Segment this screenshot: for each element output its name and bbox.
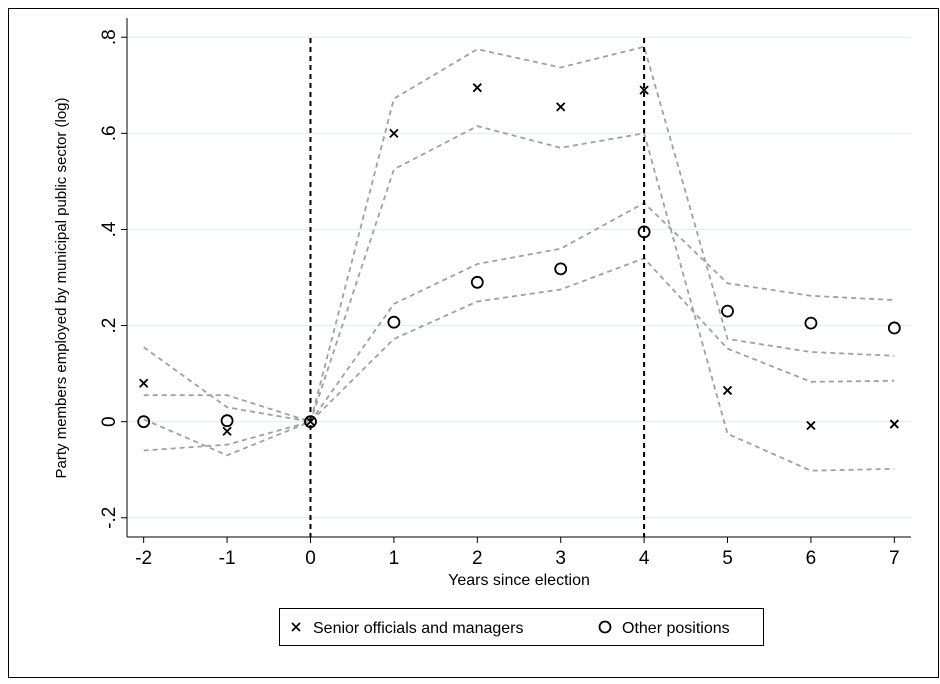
point-series-0-x1 (389, 128, 399, 138)
figure-frame (8, 8, 939, 678)
legend-x-marker-stroke-b (291, 622, 301, 632)
axes-layer: -.2 0 .2 .4 .6 .8 -2 -1 0 1 2 3 4 5 6 7 (99, 18, 911, 569)
point-series-0-xm2-stroke-b (139, 378, 149, 388)
marker-layer (137, 83, 901, 436)
y-tick-label-5: .8 (99, 29, 120, 45)
ci-lower-series-1 (143, 257, 895, 452)
grid-layer (127, 36, 911, 519)
legend-marker-circle (598, 620, 612, 634)
point-series-0-x6-stroke-b (806, 420, 816, 431)
point-series-0-x7-stroke-b (889, 419, 899, 429)
ci-layer (143, 45, 895, 472)
point-series-1-x7 (887, 321, 901, 335)
x-tick-label-5: 3 (555, 548, 566, 569)
legend-marker-x (291, 622, 301, 632)
point-series-0-xm2 (139, 378, 149, 388)
ci-upper-series-1 (143, 201, 895, 423)
point-series-1-x6 (804, 316, 818, 330)
legend-label-other-positions: Other positions (622, 620, 730, 637)
y-tick-label-3: .4 (99, 221, 120, 237)
x-axis-label: Years since election (448, 572, 590, 589)
point-series-0-x2 (472, 83, 482, 93)
ci-upper-series-0 (143, 45, 895, 423)
point-series-0-x1-stroke-b (389, 128, 399, 138)
x-tick-label-7: 5 (722, 548, 733, 569)
x-tick-label-0: -2 (135, 548, 152, 569)
x-tick-label-1: -1 (219, 548, 236, 569)
legend-circle-marker (598, 620, 612, 634)
y-tick-label-0: -.2 (99, 507, 120, 529)
y-tick-label-1: 0 (99, 416, 120, 427)
x-tick-label-9: 7 (889, 548, 900, 569)
point-series-1-x2 (470, 275, 484, 289)
ci-lower-series-0 (143, 125, 895, 472)
legend-x-marker (291, 622, 301, 632)
point-series-1-xm2 (137, 415, 151, 429)
legend-item-senior-officials: Senior officials and managers (291, 620, 524, 637)
point-series-1-x1 (387, 315, 401, 329)
y-tick-label-2: .2 (99, 318, 120, 334)
legend-item-other-positions: Other positions (598, 620, 730, 637)
point-series-0-x6 (806, 420, 816, 431)
point-series-0-x2-stroke-b (472, 83, 482, 93)
point-series-1-x5 (721, 304, 734, 318)
x-tick-label-4: 2 (472, 548, 483, 569)
x-tick-label-6: 4 (639, 548, 650, 569)
point-series-0-x4 (639, 85, 649, 95)
point-series-0-xm1-stroke-b (222, 426, 232, 436)
y-axis-label: Party members employed by municipal publ… (53, 98, 70, 479)
point-series-1-x3 (554, 262, 568, 276)
x-tick-label-3: 1 (389, 548, 400, 569)
point-series-0-xm1 (222, 426, 232, 436)
point-series-1-x0 (304, 415, 317, 429)
legend-label-senior-officials: Senior officials and managers (313, 620, 524, 637)
point-series-0-x5-stroke-b (722, 385, 733, 396)
point-series-1-xm1 (220, 414, 234, 428)
point-series-0-x4-stroke-b (639, 85, 649, 95)
point-series-0-x7 (889, 419, 899, 429)
x-tick-label-2: 0 (305, 548, 316, 569)
point-series-0-x0-stroke-b (305, 417, 316, 427)
point-series-1-x4 (637, 225, 651, 239)
x-tick-label-8: 6 (806, 548, 817, 569)
point-series-0-x5 (722, 385, 733, 396)
y-tick-label-4: .6 (99, 125, 120, 141)
point-series-0-x0 (305, 417, 316, 427)
point-series-0-x3 (556, 102, 566, 112)
legend: Senior officials and managers Other posi… (279, 608, 764, 646)
vline-layer (309, 38, 646, 537)
point-series-0-x3-stroke-b (556, 102, 566, 112)
legend-box (279, 608, 764, 646)
